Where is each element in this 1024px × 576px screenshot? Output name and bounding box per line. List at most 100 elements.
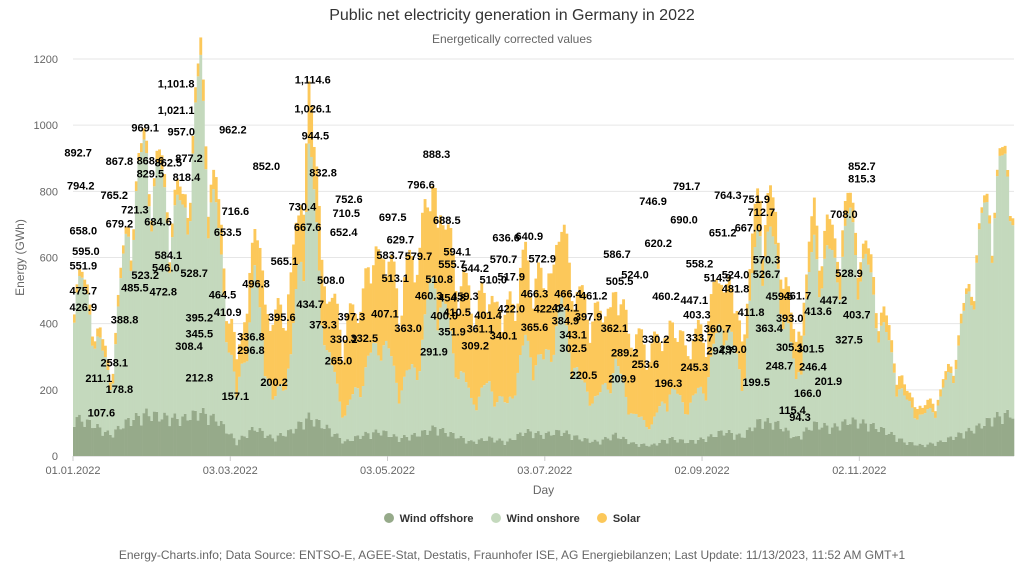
bar-wind-offshore xyxy=(601,439,605,456)
bar-solar xyxy=(467,285,471,388)
data-label: 832.8 xyxy=(309,167,337,179)
bar-wind-onshore xyxy=(240,363,244,436)
bar-solar xyxy=(480,282,484,388)
bar-wind-offshore xyxy=(155,411,159,456)
bar-wind-offshore xyxy=(142,413,146,456)
bar-wind-onshore xyxy=(903,395,907,443)
bar-solar xyxy=(753,203,757,248)
bar-wind-onshore xyxy=(766,231,770,419)
bar-solar xyxy=(302,214,306,282)
bar-wind-offshore xyxy=(774,421,778,456)
bar-wind-offshore xyxy=(400,437,404,456)
legend-item-solar[interactable]: Solar xyxy=(596,513,640,525)
bar-solar xyxy=(611,292,615,374)
bar-wind-onshore xyxy=(341,417,344,444)
bar-solar xyxy=(712,281,716,344)
bar-solar xyxy=(173,189,177,206)
data-label: 336.8 xyxy=(237,332,265,344)
bar-wind-offshore xyxy=(622,436,626,456)
bar-wind-offshore xyxy=(297,421,301,456)
bar-wind-onshore xyxy=(279,384,283,433)
bar-wind-onshore xyxy=(601,384,605,440)
bar-solar xyxy=(869,254,873,273)
bar-solar xyxy=(292,244,296,324)
data-label: 579.7 xyxy=(405,251,433,263)
bar-wind-offshore xyxy=(333,433,337,456)
bar-wind-onshore xyxy=(573,367,577,436)
bar-wind-offshore xyxy=(565,430,569,456)
bar-solar xyxy=(428,211,432,284)
bar-wind-offshore xyxy=(586,438,589,456)
data-label: 962.2 xyxy=(219,125,247,137)
bar-wind-onshore xyxy=(645,426,649,446)
bar-wind-onshore xyxy=(732,345,736,440)
data-label: 852.7 xyxy=(848,161,876,173)
bar-solar xyxy=(949,366,953,374)
legend-swatch-solar xyxy=(596,513,607,524)
bar-wind-onshore xyxy=(189,221,192,420)
bar-wind-offshore xyxy=(176,418,180,456)
bar-wind-offshore xyxy=(838,430,842,456)
bar-wind-onshore xyxy=(423,314,427,430)
bar-solar xyxy=(441,225,445,298)
bar-wind-offshore xyxy=(624,438,628,456)
bar-wind-onshore xyxy=(348,399,352,442)
bar-wind-offshore xyxy=(513,439,517,456)
bar-wind-offshore xyxy=(341,443,344,456)
bar-wind-onshore xyxy=(451,353,455,433)
bar-solar xyxy=(333,293,337,372)
bar-wind-onshore xyxy=(235,397,239,446)
data-label: 291.9 xyxy=(420,346,448,358)
bar-wind-onshore xyxy=(78,275,82,415)
data-label: 481.8 xyxy=(722,284,750,296)
bar-solar xyxy=(714,279,718,334)
data-label: 330.2 xyxy=(642,334,670,346)
data-label: 565.1 xyxy=(271,256,299,268)
bar-solar xyxy=(740,341,744,391)
legend-item-wind-offshore[interactable]: Wind offshore xyxy=(383,513,473,525)
bar-wind-offshore xyxy=(91,428,94,456)
bar-wind-offshore xyxy=(686,442,690,456)
bar-wind-onshore xyxy=(849,207,852,425)
bar-wind-offshore xyxy=(642,443,646,456)
bar-wind-offshore xyxy=(119,429,123,456)
bar-wind-onshore xyxy=(91,345,94,429)
bar-wind-offshore xyxy=(214,421,218,456)
bar-solar xyxy=(392,261,396,366)
bar-solar xyxy=(384,276,388,341)
bar-solar xyxy=(477,290,481,397)
bar-wind-offshore xyxy=(93,427,97,456)
bar-solar xyxy=(781,288,785,330)
bar-wind-offshore xyxy=(235,445,239,456)
data-label: 253.6 xyxy=(632,359,660,371)
bar-wind-offshore xyxy=(588,442,592,456)
bar-wind-onshore xyxy=(531,380,535,439)
data-label: 584.1 xyxy=(155,250,183,262)
bar-wind-offshore xyxy=(467,440,471,456)
bar-wind-offshore xyxy=(910,442,914,456)
data-label: 361.1 xyxy=(467,324,495,336)
bar-wind-onshore xyxy=(292,323,296,434)
bar-wind-offshore xyxy=(356,435,360,456)
bar-solar xyxy=(457,313,461,380)
bar-wind-offshore xyxy=(629,442,633,456)
data-label: 305.1 xyxy=(776,342,804,354)
bar-solar xyxy=(900,375,904,389)
bar-wind-onshore xyxy=(619,373,623,439)
bar-wind-offshore xyxy=(152,411,156,456)
bar-solar xyxy=(199,37,203,55)
bar-wind-onshore xyxy=(771,236,775,430)
bar-solar xyxy=(534,278,538,366)
bar-wind-onshore xyxy=(965,294,968,432)
bar-wind-onshore xyxy=(519,355,522,433)
bar-solar xyxy=(921,407,925,415)
bar-wind-onshore xyxy=(325,350,329,425)
bar-solar xyxy=(797,331,801,373)
bar-solar xyxy=(1006,169,1010,177)
bar-solar xyxy=(650,343,654,425)
bar-wind-offshore xyxy=(761,428,765,456)
legend-item-wind-onshore[interactable]: Wind onshore xyxy=(490,513,580,525)
bar-wind-onshore xyxy=(691,395,695,440)
bar-wind-onshore xyxy=(916,419,919,446)
x-tick-label: 03.03.2022 xyxy=(203,465,258,477)
